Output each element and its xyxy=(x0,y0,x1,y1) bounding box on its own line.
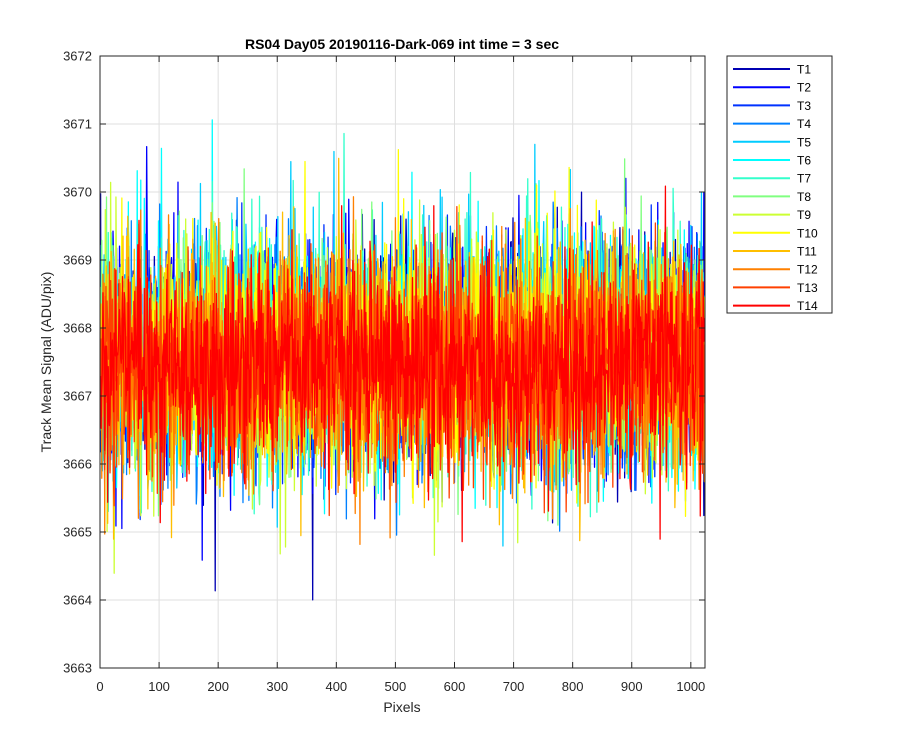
series-group xyxy=(100,119,705,601)
x-tick-label: 100 xyxy=(148,679,170,694)
legend-label-t7: T7 xyxy=(797,172,811,186)
y-tick-label: 3672 xyxy=(63,49,92,64)
y-axis-label: Track Mean Signal (ADU/pix) xyxy=(38,272,54,453)
x-tick-label: 900 xyxy=(621,679,643,694)
legend-label-t3: T3 xyxy=(797,99,811,113)
x-axis-label: Pixels xyxy=(383,699,420,715)
x-axis-ticks: 0 100 200 300 400 500 600 700 800 900 1000 xyxy=(96,56,705,694)
x-tick-label: 200 xyxy=(207,679,229,694)
x-tick-label: 1000 xyxy=(676,679,705,694)
legend-label-t2: T2 xyxy=(797,81,811,95)
x-tick-label: 300 xyxy=(266,679,288,694)
y-tick-label: 3670 xyxy=(63,185,92,200)
y-tick-label: 3668 xyxy=(63,321,92,336)
legend: T1 T2 T3 T4 T5 T6 T7 T8 T9 T10 T11 T12 T13 T14 xyxy=(726,55,833,314)
y-tick-label: 3666 xyxy=(63,457,92,472)
y-tick-label: 3669 xyxy=(63,253,92,268)
legend-label-t13: T13 xyxy=(797,281,818,295)
x-tick-label: 500 xyxy=(385,679,407,694)
legend-label-t11: T11 xyxy=(797,245,817,259)
y-tick-label: 3667 xyxy=(63,389,92,404)
x-tick-label: 800 xyxy=(562,679,584,694)
legend-label-t8: T8 xyxy=(797,190,811,204)
legend-label-t10: T10 xyxy=(797,226,818,240)
y-tick-label: 3671 xyxy=(63,117,92,132)
x-tick-label: 0 xyxy=(96,679,103,694)
y-tick-label: 3664 xyxy=(63,593,92,608)
plot-frame xyxy=(99,55,706,669)
legend-label-t1: T1 xyxy=(797,63,811,77)
legend-label-t4: T4 xyxy=(797,117,811,131)
legend-label-t5: T5 xyxy=(797,135,811,149)
x-tick-label: 400 xyxy=(325,679,347,694)
y-axis-ticks: 3663 3664 3665 3666 3667 3668 3669 3670 3671 3672 xyxy=(63,49,705,676)
series-line-t14 xyxy=(100,185,705,543)
legend-label-t12: T12 xyxy=(797,263,818,277)
legend-label-t14: T14 xyxy=(797,299,818,313)
x-tick-label: 700 xyxy=(503,679,525,694)
x-tick-label: 600 xyxy=(444,679,466,694)
chart-title: RS04 Day05 20190116-Dark-069 int time = … xyxy=(245,36,559,52)
y-tick-label: 3665 xyxy=(63,525,92,540)
y-tick-label: 3663 xyxy=(63,661,92,676)
legend-label-t9: T9 xyxy=(797,208,811,222)
legend-label-t6: T6 xyxy=(797,154,811,168)
